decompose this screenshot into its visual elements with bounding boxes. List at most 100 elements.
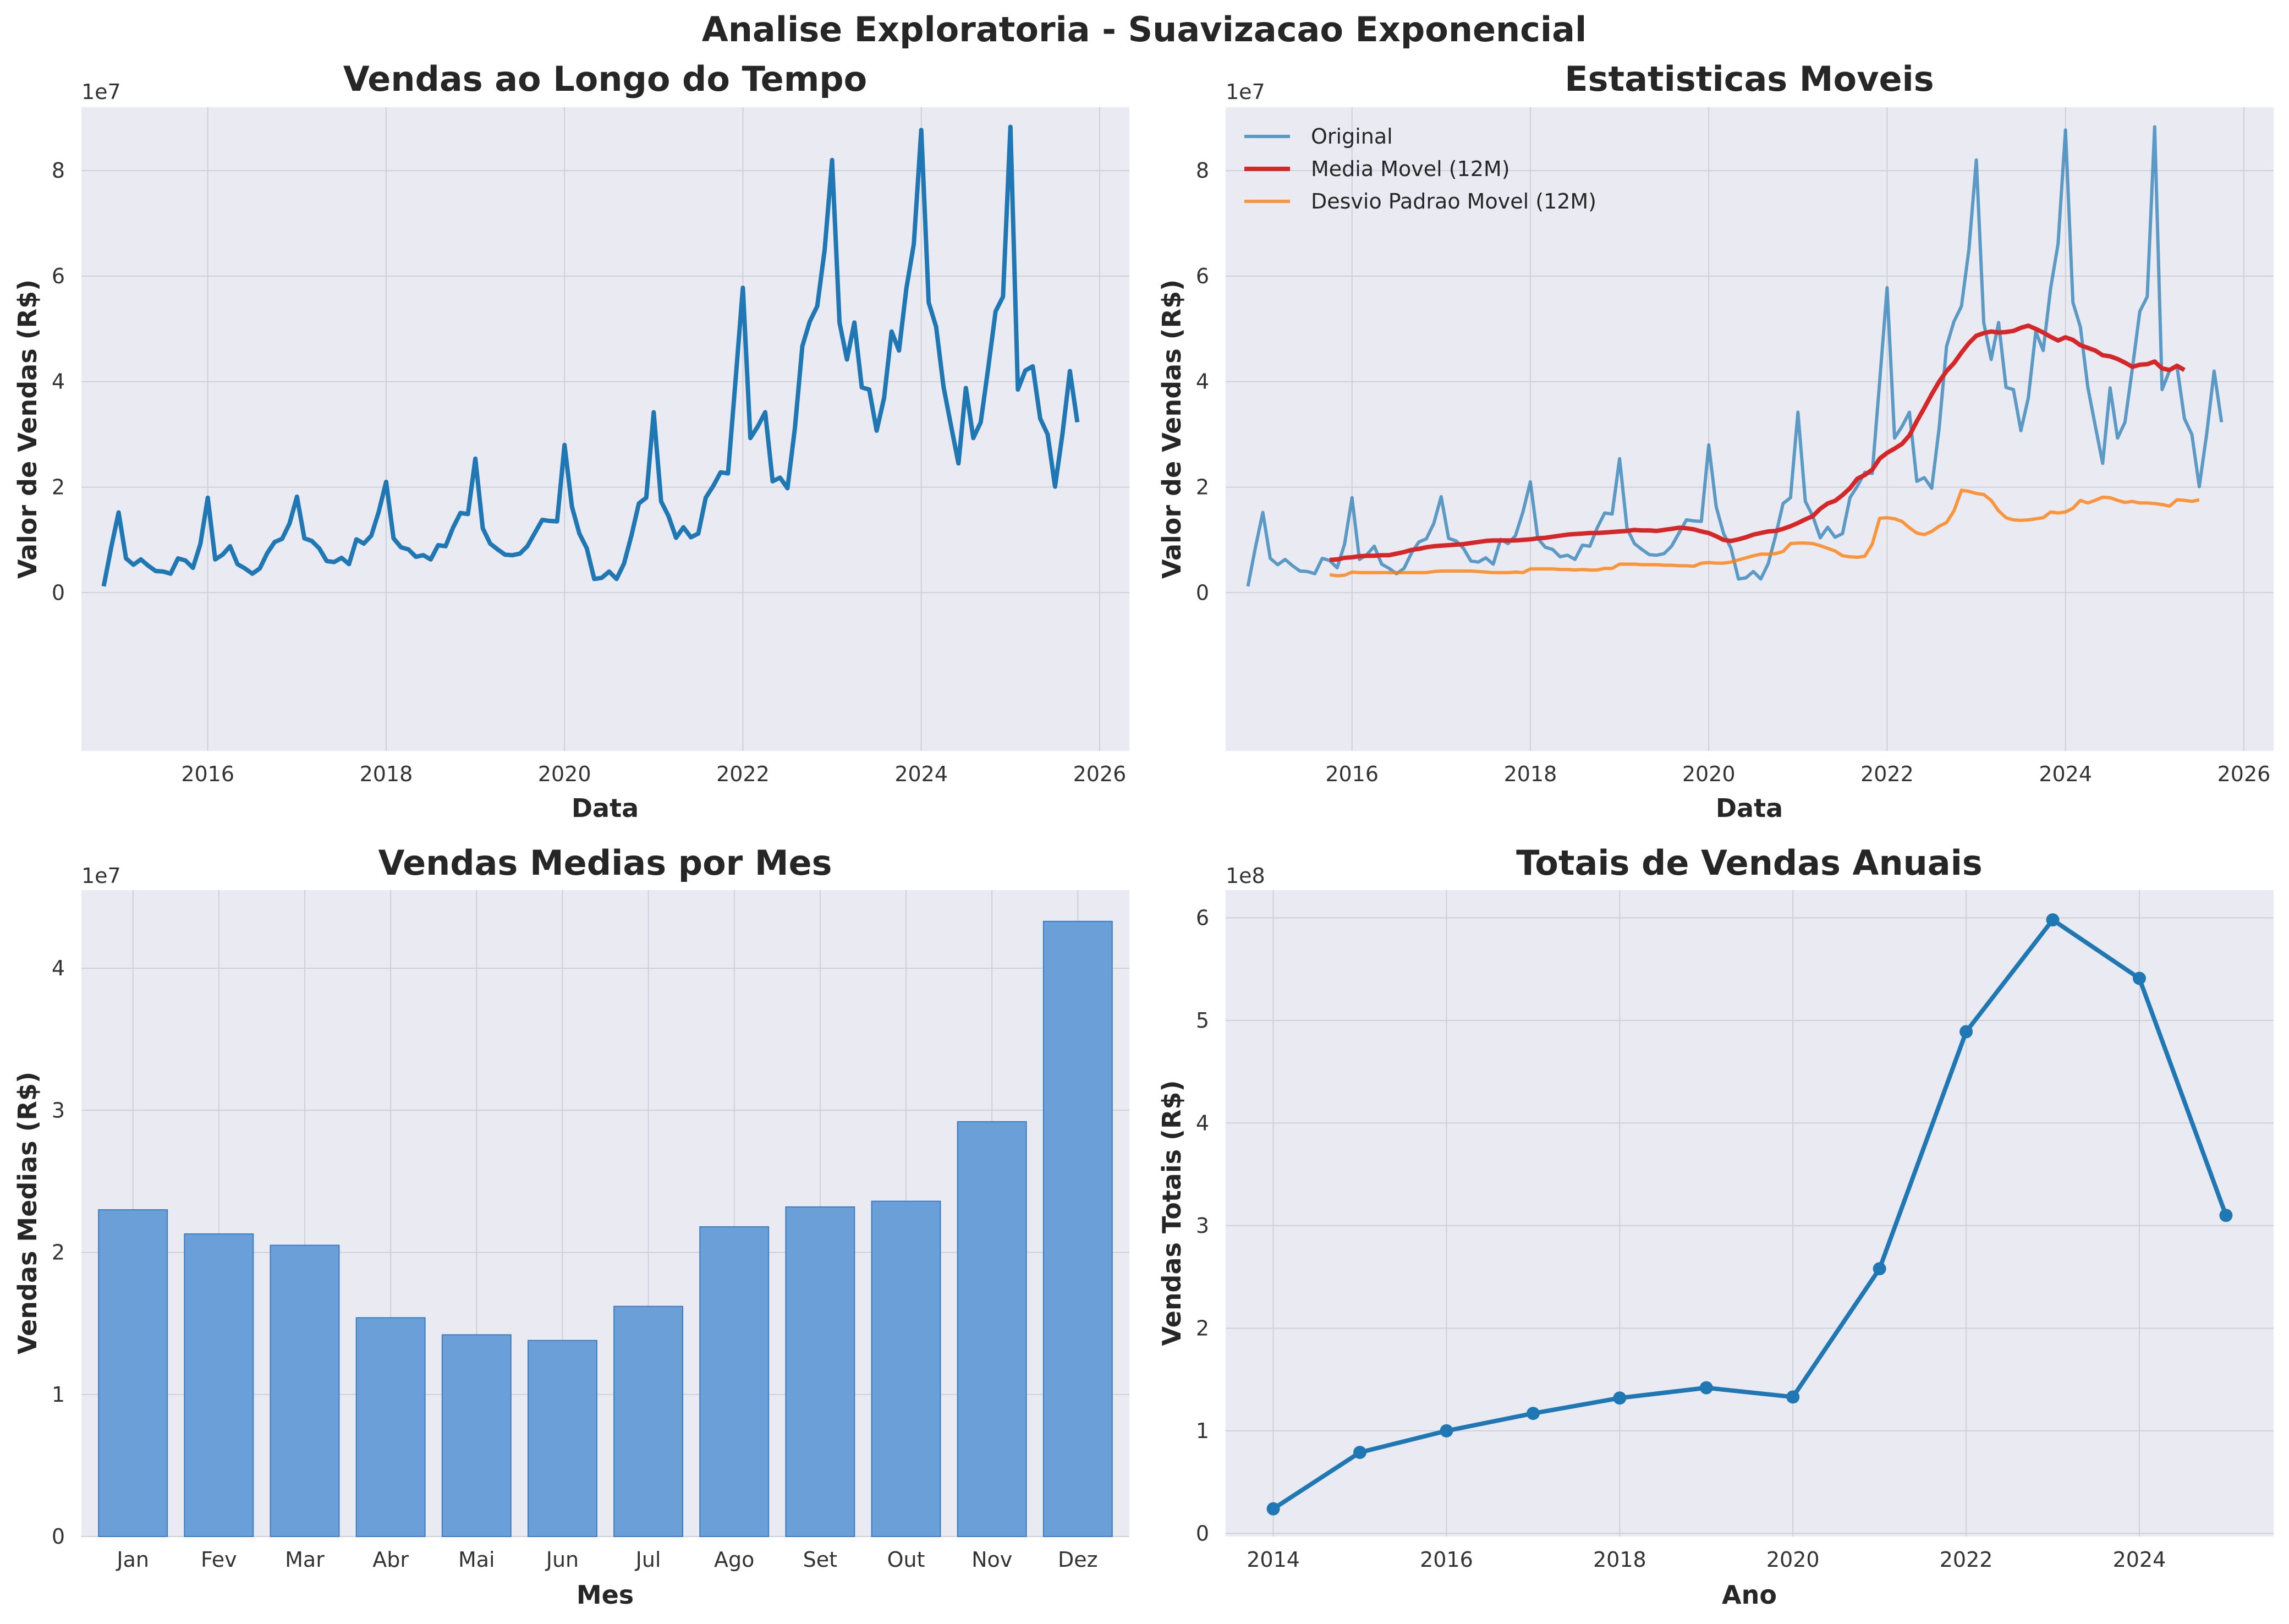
- bar-set: [785, 1206, 855, 1537]
- x-tick-label: Dez: [1058, 1548, 1098, 1572]
- legend-label-moving-std: Desvio Padrao Movel (12M): [1311, 189, 1596, 213]
- x-tick-label: 2024: [2113, 1548, 2166, 1572]
- p1-y-axis-label: Valor de Vendas (R$): [13, 279, 42, 579]
- data-point-2014: [1266, 1502, 1280, 1516]
- data-point-2021: [1873, 1262, 1886, 1276]
- data-point-2015: [1353, 1446, 1367, 1460]
- x-tick-label: Mai: [458, 1548, 495, 1572]
- p2-offset-label: 1e7: [1226, 80, 1265, 104]
- y-tick-label: 2: [1196, 1316, 1209, 1340]
- p3-offset-label: 1e7: [81, 864, 121, 888]
- y-tick-label: 8: [52, 158, 65, 183]
- bar-mar: [270, 1244, 340, 1538]
- series-line-moving-std: [1329, 489, 2200, 578]
- bar-dez: [1042, 920, 1113, 1537]
- y-tick-label: 0: [52, 580, 65, 605]
- p4-offset-label: 1e8: [1226, 864, 1265, 888]
- bar-jun: [527, 1340, 597, 1538]
- y-tick-label: 0: [1196, 1521, 1209, 1545]
- p3-plot-area: [81, 890, 1129, 1537]
- x-tick-label: Fev: [201, 1548, 237, 1572]
- data-point-2024: [2132, 972, 2146, 985]
- bar-mai: [441, 1334, 512, 1537]
- p4-title: Totais de Vendas Anuais: [1516, 843, 1983, 883]
- y-tick-label: 2: [1196, 475, 1209, 499]
- series-line-annual-totals: [1272, 918, 2228, 1511]
- data-point-2022: [1959, 1025, 1973, 1039]
- panel-rolling-stats: 2016 2018 2020 2022 2024 2026 0 2 4 6 8 Estatistic…: [1157, 59, 2274, 823]
- x-tick-label: Mar: [285, 1548, 325, 1572]
- x-tick-label: 2020: [1766, 1548, 1820, 1572]
- series-line-original: [1246, 125, 2224, 587]
- x-tick-label: 2026: [1073, 762, 1127, 786]
- y-tick-label: 6: [1196, 264, 1209, 288]
- p1-x-axis-label: Data: [572, 793, 639, 823]
- p2-y-axis-label: Valor de Vendas (R$): [1157, 279, 1187, 579]
- y-tick-label: 3: [1196, 1214, 1209, 1238]
- y-tick-label: 2: [52, 475, 65, 499]
- x-tick-label: Abr: [372, 1548, 409, 1572]
- x-tick-label: 2018: [1593, 1548, 1646, 1572]
- p3-x-axis-label: Mes: [577, 1580, 634, 1610]
- bar-nov: [957, 1121, 1027, 1537]
- bar-out: [871, 1200, 941, 1538]
- x-tick-label: 2024: [894, 762, 948, 786]
- figure-suptitle: Analise Exploratoria - Suavizacao Expone…: [702, 9, 1587, 50]
- y-tick-label: 4: [1196, 1111, 1209, 1135]
- y-tick-label: 5: [1196, 1008, 1209, 1033]
- x-tick-label: 2026: [2217, 762, 2271, 786]
- p2-plot-area: [1226, 107, 2274, 751]
- x-tick-label: 2014: [1247, 1548, 1300, 1572]
- data-point-2025: [2219, 1209, 2233, 1222]
- y-tick-label: 0: [52, 1524, 65, 1549]
- panel-annual-totals: 2014 2016 2018 2020 2022 2024 0 1 2 3 4 5 6 Totais d…: [1157, 843, 2274, 1610]
- y-tick-label: 8: [1196, 158, 1209, 183]
- data-point-2016: [1440, 1424, 1453, 1438]
- y-tick-label: 4: [52, 956, 65, 980]
- bar-ago: [699, 1226, 770, 1537]
- x-tick-label: 2020: [538, 762, 591, 786]
- x-tick-label: Jun: [545, 1548, 579, 1572]
- p2-x-axis-label: Data: [1716, 793, 1783, 823]
- x-tick-label: 2024: [2039, 762, 2092, 786]
- bar-jul: [613, 1305, 684, 1538]
- p3-title: Vendas Medias por Mes: [378, 843, 832, 883]
- data-point-2018: [1613, 1391, 1627, 1405]
- p2-title: Estatisticas Moveis: [1565, 59, 1934, 99]
- y-tick-label: 6: [1196, 906, 1209, 930]
- p2-legend: Original Media Movel (12M) Desvio Padrao…: [1244, 124, 1596, 213]
- data-point-2023: [2046, 913, 2060, 927]
- y-tick-label: 6: [52, 264, 65, 288]
- series-line-moving-average: [1329, 323, 2186, 562]
- panel-monthly-average: 0 1 2 3 4 Jan Fev Mar Abr Mai Jun Jul Ago Set Out Nov D…: [13, 843, 1129, 1610]
- p4-y-axis-label: Vendas Totais (R$): [1157, 1080, 1187, 1346]
- y-tick-label: 0: [1196, 580, 1209, 605]
- x-tick-label: Ago: [714, 1548, 754, 1572]
- x-tick-label: 2022: [1940, 1548, 1993, 1572]
- x-tick-label: 2016: [1325, 762, 1379, 786]
- p1-plot-area: [81, 107, 1129, 751]
- x-tick-label: Nov: [971, 1548, 1012, 1572]
- p4-plot-area: [1226, 890, 2274, 1537]
- p1-offset-label: 1e7: [81, 80, 121, 104]
- x-tick-label: 2018: [360, 762, 413, 786]
- x-tick-label: Jul: [635, 1548, 661, 1572]
- y-tick-label: 3: [52, 1098, 65, 1122]
- series-line-sales: [101, 124, 1080, 587]
- bar-fev: [184, 1233, 254, 1537]
- p4-x-axis-label: Ano: [1722, 1580, 1777, 1610]
- x-tick-label: 2022: [1860, 762, 1914, 786]
- y-tick-label: 1: [52, 1382, 65, 1407]
- x-tick-label: Jan: [116, 1548, 149, 1572]
- data-point-2020: [1786, 1390, 1800, 1404]
- x-tick-label: 2020: [1682, 762, 1736, 786]
- y-tick-label: 2: [52, 1241, 65, 1265]
- bar-abr: [355, 1317, 426, 1537]
- legend-label-moving-average: Media Movel (12M): [1311, 157, 1510, 181]
- x-tick-label: 2018: [1504, 762, 1557, 786]
- panel-sales-over-time: 2016 2018 2020 2022 2024 2026 0 2 4 6 8 Vendas ao …: [13, 59, 1129, 823]
- legend-label-original: Original: [1311, 124, 1393, 149]
- x-tick-label: 2022: [716, 762, 770, 786]
- x-tick-label: Out: [887, 1548, 925, 1572]
